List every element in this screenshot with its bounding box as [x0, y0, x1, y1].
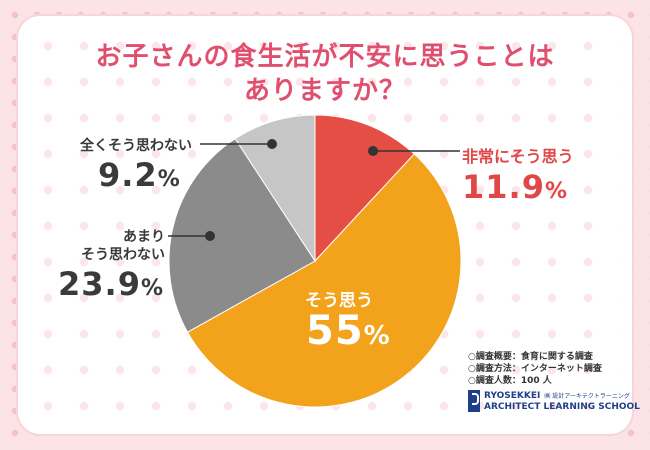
- slice-label-somewhat-disagree-line-1: あまり: [123, 229, 165, 245]
- survey-overview: ○調査概要：食育に関する調査: [468, 352, 593, 362]
- slice-value-very-much-agree: 11.9%: [462, 168, 568, 206]
- leader-dot-strongly-disagree: [267, 139, 277, 149]
- pie-slice-agree: [186, 153, 462, 408]
- leader-dot-very-much-agree: [368, 146, 378, 156]
- pie-slice-somewhat-disagree: [168, 138, 316, 333]
- slice-value-strongly-disagree: 9.2%: [98, 156, 181, 194]
- logo-name: RYOSEKKEI: [484, 390, 541, 401]
- slice-label-very-much-agree: 非常にそう思う: [462, 147, 574, 166]
- survey-method: ○調査方法：インターネット調査: [468, 364, 602, 374]
- chart-title-line-1: お子さんの食生活が不安に思うことは: [95, 42, 555, 72]
- logo-kana: ㈱ 設計アーキテクトラーニング: [544, 392, 630, 400]
- slice-value-agree: 55%: [306, 308, 391, 354]
- survey-count: ○調査人数：100 人: [468, 376, 552, 386]
- r-logo-icon: [468, 390, 480, 412]
- chart-title-line-2: ありますか？: [243, 76, 406, 106]
- slice-label-somewhat-disagree: あまり そう思わない: [40, 228, 165, 264]
- logo-english: ARCHITECT LEARNING SCHOOL: [484, 401, 640, 412]
- school-logo: RYOSEKKEI ㈱ 設計アーキテクトラーニング ARCHITECT LEAR…: [468, 390, 640, 412]
- slice-value-somewhat-disagree: 23.9%: [58, 265, 164, 303]
- survey-notes: ○調査概要：食育に関する調査 ○調査方法：インターネット調査 ○調査人数：100…: [468, 351, 602, 387]
- slice-label-agree: そう思う: [305, 291, 373, 311]
- leader-dot-somewhat-disagree: [205, 231, 215, 241]
- slice-label-strongly-disagree: 全くそう思わない: [80, 138, 192, 154]
- pie-slice-strongly-disagree: [234, 114, 316, 263]
- slice-label-somewhat-disagree-line-2: そう思わない: [81, 247, 165, 263]
